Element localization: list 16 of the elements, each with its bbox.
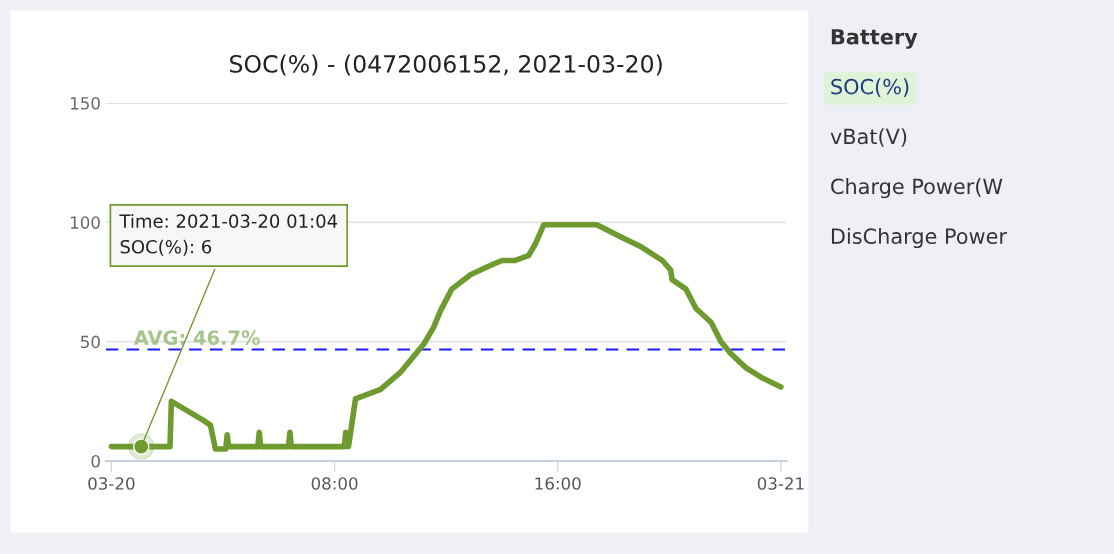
y-tick-label: 150 [70, 97, 100, 110]
text: DisCharge Power [831, 227, 1007, 249]
y-tick-label: 100 [70, 216, 100, 229]
annotation: Time: 2021-03-20 01:04 SOC(%): 6 [119, 213, 338, 256]
x-tick-label: 16:00 [535, 477, 581, 490]
x-tick-label: 08:00 [311, 477, 358, 490]
text: Battery [831, 29, 918, 49]
text: Charge Power(W [831, 178, 1003, 199]
x-tick-label: 03-21 [757, 477, 804, 490]
text: vBat(V) [830, 128, 907, 147]
y-tick-label: 0 [91, 454, 100, 468]
text: SOC(%) [831, 78, 909, 97]
chart-title: SOC(%) - (0472006152, 2021-03-20) [230, 54, 662, 76]
x-tick-label: 03-20 [88, 477, 135, 490]
y-tick-label: 50 [81, 335, 100, 349]
ref-line-label: AVG: 46.7% [133, 330, 260, 346]
